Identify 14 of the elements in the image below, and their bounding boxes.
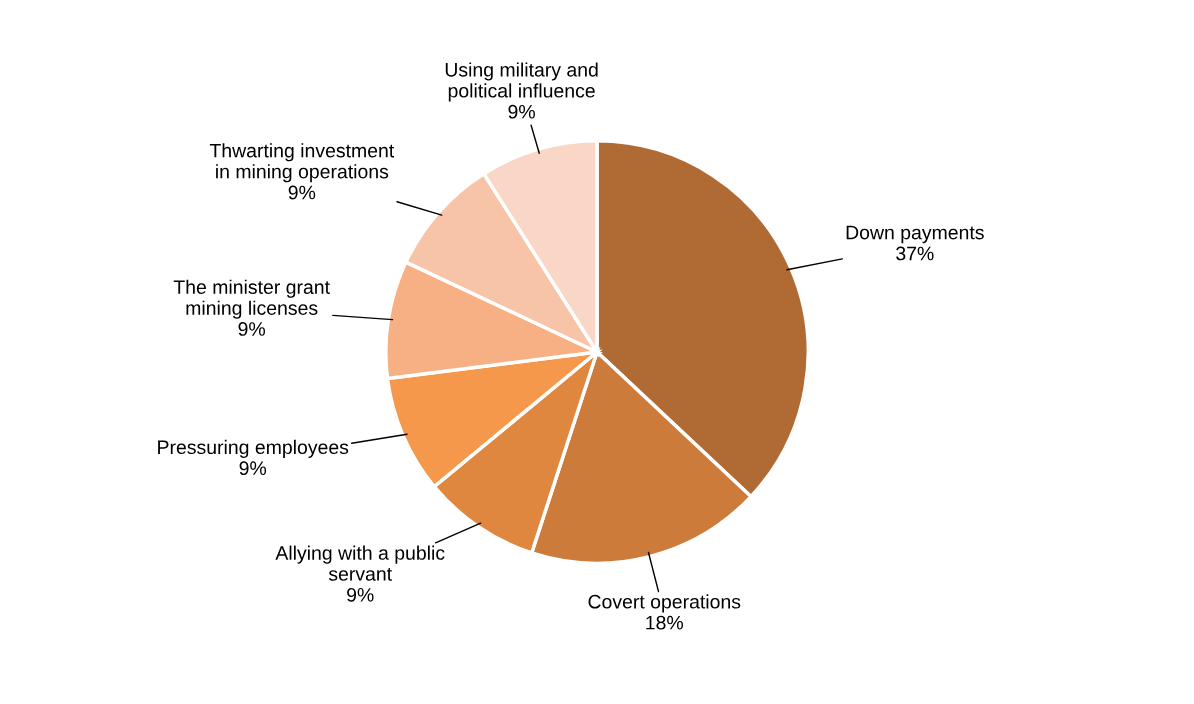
slice-label: Using military and political influence (445, 62, 598, 102)
data-label: 9% (347, 587, 374, 602)
slice-label: Pressuring employees (158, 439, 349, 458)
slice-label: The minister grant mining licenses (173, 279, 330, 319)
slice-label: Down payments (846, 225, 984, 244)
slice-label: Thwarting investment in mining operations (209, 143, 395, 183)
data-label: 9% (239, 461, 267, 476)
data-label: 18% (646, 615, 683, 630)
slice-label: Allying with a public servant (275, 545, 445, 581)
slice-label: Covert operations (588, 594, 741, 613)
data-label: 9% (508, 104, 535, 119)
data-label: 9% (238, 322, 266, 336)
data-label: 37% (896, 246, 934, 261)
data-label: 9% (288, 185, 316, 200)
